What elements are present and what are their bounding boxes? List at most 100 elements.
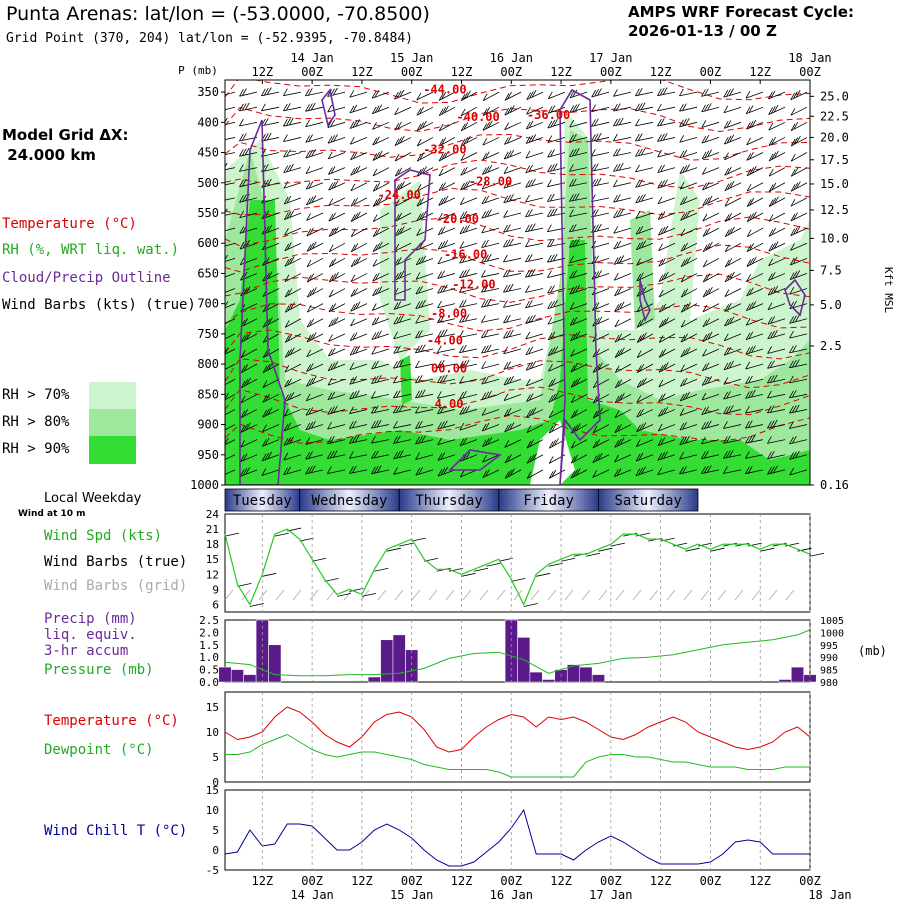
wind-barb-flag: [371, 391, 376, 399]
wind-barb: [636, 303, 654, 313]
wind-barb-flag: [504, 455, 510, 464]
wind-barb-flag: [642, 377, 647, 385]
wind-barb-flag: [641, 240, 647, 248]
wind-barb-flag: [349, 377, 355, 385]
wind-barb: [746, 303, 764, 311]
wind-barb-flag: [686, 302, 691, 310]
wind-barb-flag: [509, 375, 514, 384]
rh70-swatch: [89, 382, 136, 409]
wind-barb: [702, 182, 720, 191]
wind-barb-flag: [464, 359, 470, 367]
wind-barb-flag: [723, 436, 728, 444]
wind-barb-flag: [330, 135, 336, 143]
wind-barb-flag: [415, 286, 421, 295]
wind-barb-flag: [243, 379, 249, 387]
wind-barb-flag: [262, 395, 268, 403]
wind-barb-flag: [767, 287, 773, 296]
wind-barb-flag: [528, 393, 534, 401]
wind-barb: [460, 197, 478, 205]
wind-barb: [225, 409, 236, 416]
wind-barb: [503, 212, 522, 218]
wind-barb-flag: [751, 256, 757, 264]
wind-barb-flag: [506, 136, 512, 144]
wind-barb-flag: [376, 465, 382, 473]
wind-barb-flag: [685, 210, 691, 219]
wind-barb-flag: [481, 376, 487, 385]
wind-barb-flag: [658, 320, 664, 328]
wind-barb: [459, 242, 478, 249]
wind-barb-flag: [221, 104, 225, 111]
wind-barb-flag: [462, 211, 468, 219]
wind-barb-flag: [242, 468, 248, 476]
cloud-outline: [321, 88, 336, 127]
wind-barb-flag: [374, 105, 380, 113]
wind-barb: [547, 318, 566, 325]
wind-barb-flag: [635, 118, 640, 127]
wind-barb: [789, 333, 808, 339]
wind-barb-flag: [767, 436, 772, 444]
wind-barb-flag: [525, 136, 531, 144]
wind-barb-flag: [371, 466, 376, 474]
true-wind-barb: [710, 547, 725, 552]
wind-barb-flag: [415, 406, 420, 414]
wind-barb-flag: [419, 152, 425, 160]
wind-barb-flag: [658, 305, 664, 313]
wind-barb-flag: [481, 345, 486, 354]
true-wind-barb: [473, 567, 489, 572]
wind-barb: [791, 137, 808, 147]
wind-barb-flag: [240, 440, 246, 448]
wind-barb: [371, 348, 390, 355]
wind-barb-flag: [308, 407, 314, 415]
wind-barb-flag: [638, 148, 643, 156]
wind-barb-flag: [504, 424, 509, 433]
wind-barb-flag: [768, 199, 774, 207]
wind-barb-flag: [705, 273, 711, 281]
wind-barb-flag: [333, 180, 339, 188]
wind-barb-flag: [635, 211, 641, 219]
wind-barb: [307, 303, 324, 313]
wind-barb-flag: [330, 435, 335, 444]
precip-bar: [529, 671, 543, 683]
temperature-contour: [225, 216, 810, 247]
wind-barb-flag: [393, 316, 399, 325]
wind-barb-flag: [503, 300, 508, 308]
wind-barb-flag: [396, 451, 401, 459]
wind-barb-flag: [460, 168, 466, 176]
wind-barb-flag: [375, 182, 381, 190]
wind-barb: [679, 439, 698, 446]
wind-barb-flag: [770, 106, 776, 114]
wind-barb-flag: [619, 208, 624, 217]
time-tick-label-top: 00Z: [700, 65, 722, 79]
wind-barb-flag: [767, 421, 772, 429]
wind-barb-flag: [438, 198, 444, 206]
grid-wind-barb: [666, 589, 676, 601]
wind-barb-flag: [327, 136, 333, 144]
grid-wind-barb: [615, 589, 625, 601]
wind-barb: [767, 454, 786, 460]
wind-barb: [306, 348, 324, 358]
wind-barb-flag: [635, 180, 640, 188]
wind-barb: [372, 137, 390, 146]
wind-barb-flag: [333, 316, 339, 325]
wind-barb-flag: [679, 135, 685, 143]
wind-barb-flag: [614, 440, 620, 448]
wind-barb: [658, 409, 676, 417]
wind-barb-flag: [615, 118, 621, 126]
wind-barb: [305, 439, 324, 445]
wind-barb-flag: [459, 360, 464, 369]
wind-barb-flag: [594, 271, 600, 279]
wind-barb-flag: [531, 407, 537, 415]
temperature-tick-label: 0: [212, 776, 219, 789]
wind-barb-flag: [418, 256, 424, 264]
wind-barb-flag: [682, 377, 688, 386]
true-wind-barb: [262, 572, 277, 577]
wind-barb-flag: [526, 440, 532, 449]
wind-barb: [657, 106, 676, 112]
wind-barb-flag: [328, 348, 333, 357]
grid-wind-barb: [768, 589, 778, 601]
wind-barb-flag: [571, 178, 577, 186]
wind-barb-flag: [707, 149, 713, 157]
wind-barb-flag: [505, 284, 511, 292]
wind-barb-flag: [504, 137, 509, 145]
wind-barb-flag: [284, 274, 290, 282]
